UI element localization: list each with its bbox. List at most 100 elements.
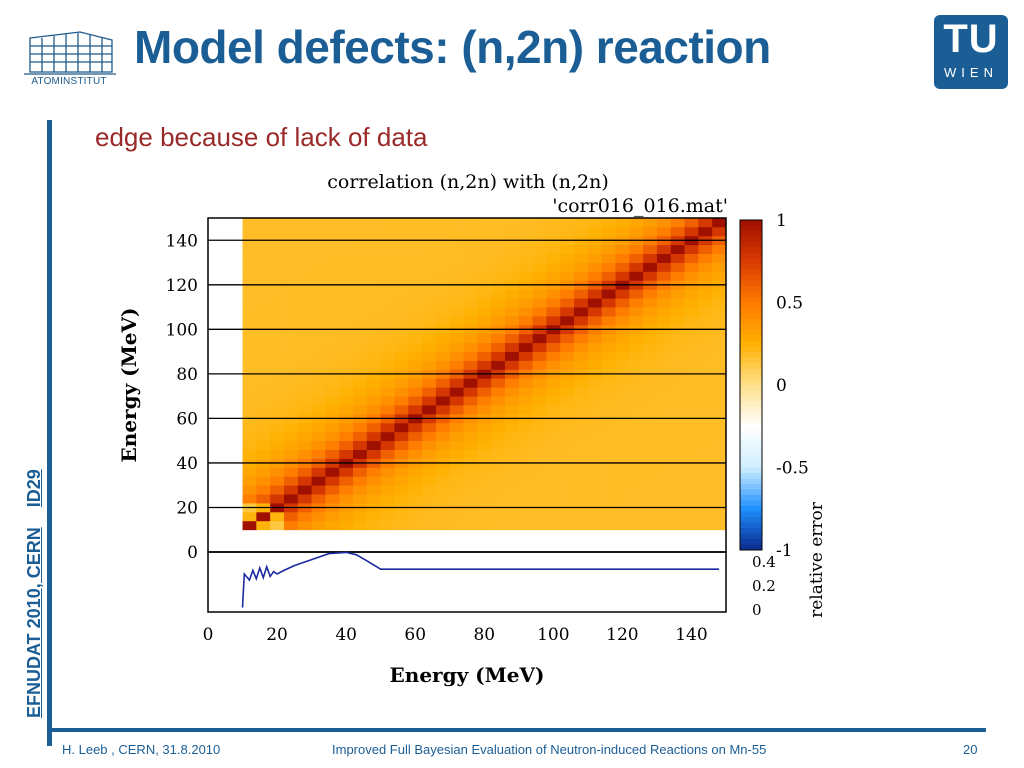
heatmap-cell — [311, 351, 326, 361]
heatmap-cell — [712, 253, 727, 263]
heatmap-cell — [270, 405, 285, 415]
heatmap-cell — [325, 333, 340, 344]
heatmap-cell — [684, 226, 699, 237]
heatmap-cell — [256, 218, 271, 228]
heatmap-cell — [449, 218, 464, 228]
heatmap-cell — [449, 387, 464, 397]
colorbar-segment — [740, 341, 762, 347]
heatmap-cell — [615, 387, 630, 397]
heatmap-cell — [712, 494, 727, 504]
heatmap-cell — [353, 387, 368, 397]
heatmap-cell — [256, 396, 271, 406]
heatmap-cell — [283, 405, 299, 415]
heatmap-cell — [546, 342, 561, 352]
heatmap-cell — [712, 511, 727, 522]
heatmap-cell — [242, 271, 257, 281]
heatmap-cell — [670, 262, 685, 272]
heatmap-cell — [670, 307, 685, 317]
heatmap-cell — [449, 307, 464, 317]
heatmap-cell — [380, 253, 395, 263]
heatmap-cell — [712, 351, 727, 361]
heatmap-cell — [684, 422, 699, 433]
heatmap-cell — [408, 378, 423, 388]
heatmap-cell — [283, 298, 299, 308]
heatmap-cell — [587, 378, 603, 388]
heatmap-cell — [311, 271, 326, 281]
heatmap-cell — [684, 315, 699, 326]
heatmap-cell — [491, 262, 506, 272]
footer-talk-title: Improved Full Bayesian Evaluation of Neu… — [332, 742, 767, 757]
heatmap-cell — [629, 476, 644, 486]
heatmap-cell — [242, 307, 257, 317]
heatmap-cell — [712, 467, 727, 477]
heatmap-cell — [325, 494, 340, 504]
heatmap-cell — [656, 307, 672, 317]
heatmap-cell — [435, 333, 451, 344]
heatmap-cell — [587, 449, 603, 459]
heatmap-cell — [380, 218, 395, 228]
colorbar-segment — [740, 319, 762, 325]
slide-subtitle: edge because of lack of data — [95, 122, 428, 152]
id-link[interactable]: ID29 — [24, 469, 44, 508]
heatmap-cell — [629, 218, 644, 228]
heatmap-cell — [380, 440, 395, 450]
heatmap-cell — [560, 476, 575, 486]
heatmap-cell — [504, 262, 520, 272]
heatmap-cell — [366, 307, 382, 317]
heatmap-cell — [270, 476, 285, 486]
heatmap-cell — [643, 467, 658, 477]
heatmap-cell — [435, 262, 451, 272]
heatmap-cell — [587, 262, 603, 272]
heatmap-cell — [587, 431, 603, 442]
colorbar-segment — [740, 500, 762, 507]
x-tick-label: 0 — [203, 625, 214, 645]
heatmap-cell — [394, 422, 409, 433]
heatmap-cell — [587, 467, 603, 477]
heatmap-cell — [560, 271, 575, 281]
colorbar-segment — [740, 517, 762, 523]
heatmap-cell — [408, 298, 423, 308]
heatmap-cell — [311, 244, 326, 255]
heatmap-cell — [353, 253, 368, 263]
heatmap-cell — [422, 262, 437, 272]
heatmap-cell — [615, 218, 630, 228]
heatmap-cell — [684, 467, 699, 477]
heatmap-cell — [601, 387, 616, 397]
heatmap-cell — [491, 342, 506, 352]
heatmap-cell — [560, 449, 575, 459]
heatmap-cell — [629, 289, 644, 299]
heatmap-cell — [283, 396, 299, 406]
heatmap-cell — [477, 449, 492, 459]
heatmap-cell — [518, 351, 534, 361]
heatmap-cell — [504, 271, 520, 281]
heatmap-cell — [643, 387, 658, 397]
heatmap-cell — [518, 244, 534, 255]
heatmap-cell — [587, 396, 603, 406]
colorbar-segment — [740, 478, 762, 485]
heatmap-cell — [615, 360, 630, 370]
heatmap-cell — [684, 262, 699, 272]
heatmap-cell — [297, 360, 312, 370]
heatmap-cell — [394, 494, 409, 504]
heatmap-cell — [615, 342, 630, 352]
heatmap-cell — [283, 333, 299, 344]
heatmap-cell — [449, 396, 464, 406]
colorbar-segment — [740, 264, 762, 270]
heatmap-cell — [560, 378, 575, 388]
heatmap-cell — [270, 431, 285, 442]
heatmap-cell — [422, 271, 437, 281]
y-tick-label: 20 — [176, 498, 198, 518]
colorbar-segment — [740, 253, 762, 259]
heatmap-cell — [435, 431, 451, 442]
heatmap-cell — [629, 315, 644, 326]
heatmap-cell — [394, 226, 409, 237]
heatmap-cell — [435, 520, 451, 531]
heatmap-cell — [684, 520, 699, 531]
heatmap-cell — [643, 449, 658, 459]
heatmap-cell — [463, 431, 478, 442]
heatmap-cell — [601, 467, 616, 477]
heatmap-cell — [422, 342, 437, 352]
heatmap-cell — [256, 262, 271, 272]
heatmap-cell — [587, 289, 603, 299]
heatmap-cell — [477, 342, 492, 352]
